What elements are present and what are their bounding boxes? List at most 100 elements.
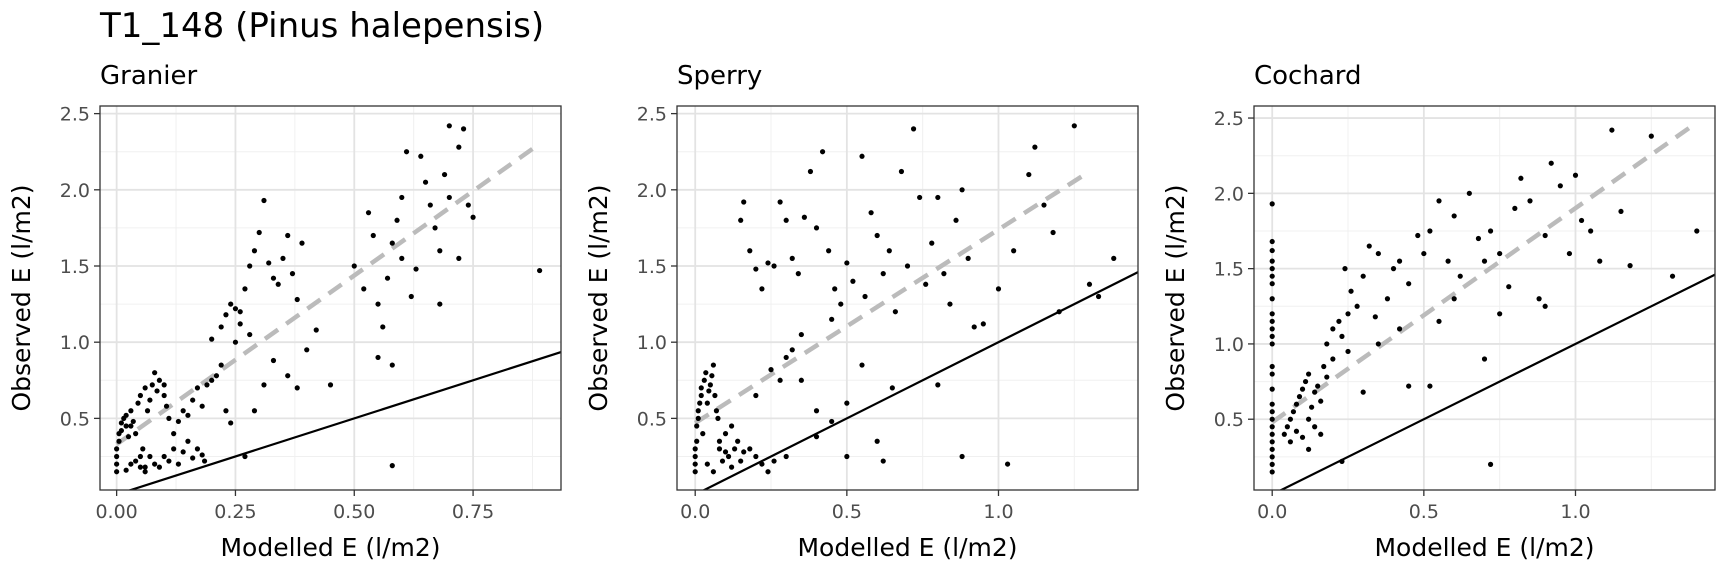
data-point xyxy=(437,248,443,254)
data-point xyxy=(892,309,898,315)
data-point xyxy=(692,453,698,460)
data-point xyxy=(456,144,462,150)
data-point xyxy=(156,377,163,383)
data-point xyxy=(1269,273,1275,279)
data-point xyxy=(1269,247,1275,254)
data-point xyxy=(771,263,777,269)
data-point xyxy=(223,312,229,318)
data-point xyxy=(118,427,124,434)
data-point xyxy=(1004,461,1011,467)
data-point xyxy=(285,373,291,379)
data-point xyxy=(753,266,759,272)
data-point xyxy=(1302,378,1309,385)
data-point xyxy=(829,418,835,425)
data-point xyxy=(152,370,158,376)
data-point xyxy=(175,461,182,467)
data-point xyxy=(829,316,835,322)
data-point xyxy=(1396,258,1403,264)
data-point xyxy=(1041,202,1047,208)
data-point xyxy=(710,362,716,368)
data-point xyxy=(418,153,424,159)
data-point xyxy=(701,377,707,383)
data-point xyxy=(130,418,136,425)
data-point xyxy=(747,248,753,254)
data-point xyxy=(722,449,729,455)
data-point xyxy=(716,438,723,444)
reference-line xyxy=(127,351,561,490)
data-point xyxy=(152,461,158,467)
data-point xyxy=(1281,431,1287,437)
data-point xyxy=(1026,171,1032,178)
panel-title: Granier xyxy=(100,61,197,91)
data-point xyxy=(180,449,186,455)
data-point xyxy=(1366,243,1372,249)
data-point xyxy=(741,199,747,205)
data-point xyxy=(140,446,146,452)
data-point xyxy=(1312,389,1318,395)
data-point xyxy=(128,408,134,414)
data-point xyxy=(1269,363,1275,370)
x-tick-label: 0.5 xyxy=(1409,501,1439,523)
data-point xyxy=(807,168,814,175)
data-point xyxy=(1287,439,1293,445)
data-point xyxy=(709,373,715,379)
data-point xyxy=(446,194,452,201)
data-point xyxy=(1436,198,1442,204)
y-tick-label: 0.5 xyxy=(1214,409,1244,431)
data-point xyxy=(213,373,220,379)
data-point xyxy=(361,286,367,292)
data-point xyxy=(1345,311,1351,317)
data-point xyxy=(1609,127,1615,133)
data-point xyxy=(1290,409,1297,415)
data-point xyxy=(190,397,196,403)
data-point xyxy=(163,403,170,409)
data-point xyxy=(1299,386,1306,392)
data-point xyxy=(1293,401,1300,407)
data-point xyxy=(695,415,701,421)
y-tick-label: 1.5 xyxy=(637,256,667,278)
data-point xyxy=(777,199,783,205)
data-point xyxy=(844,260,850,266)
data-point xyxy=(694,423,700,429)
data-point xyxy=(304,347,310,353)
data-point xyxy=(995,286,1002,292)
data-point xyxy=(732,446,738,452)
data-point xyxy=(256,229,262,236)
data-point xyxy=(1324,374,1330,380)
data-point xyxy=(114,461,120,467)
data-point xyxy=(801,214,807,220)
data-point xyxy=(166,458,172,464)
data-point xyxy=(1466,190,1472,196)
data-point xyxy=(712,392,718,399)
data-point xyxy=(880,271,886,277)
data-point xyxy=(1542,232,1548,239)
data-point xyxy=(1506,284,1512,290)
data-point xyxy=(1451,296,1457,302)
data-point xyxy=(1339,458,1345,464)
data-point xyxy=(465,202,471,208)
data-point xyxy=(1312,424,1318,430)
data-point xyxy=(156,464,163,470)
data-point xyxy=(1597,258,1603,264)
data-point xyxy=(133,458,139,464)
data-point xyxy=(1086,281,1093,287)
data-point xyxy=(819,149,826,155)
data-point xyxy=(1269,469,1275,475)
data-point xyxy=(850,278,856,284)
data-point xyxy=(971,324,977,330)
data-point xyxy=(161,392,167,399)
data-point xyxy=(375,354,381,361)
data-point xyxy=(935,382,941,388)
data-point xyxy=(1445,258,1451,264)
data-point xyxy=(1627,263,1633,269)
data-point xyxy=(166,415,172,421)
data-point xyxy=(1360,389,1366,395)
data-point xyxy=(777,377,783,383)
y-tick-label: 2.0 xyxy=(637,180,667,202)
fit-line xyxy=(1270,120,1699,425)
x-tick-label: 0.00 xyxy=(95,501,137,523)
x-tick-label: 0.0 xyxy=(1257,501,1287,523)
data-point xyxy=(125,434,132,440)
x-axis-label: Modelled E (l/m2) xyxy=(1374,533,1594,562)
data-point xyxy=(1457,273,1463,279)
